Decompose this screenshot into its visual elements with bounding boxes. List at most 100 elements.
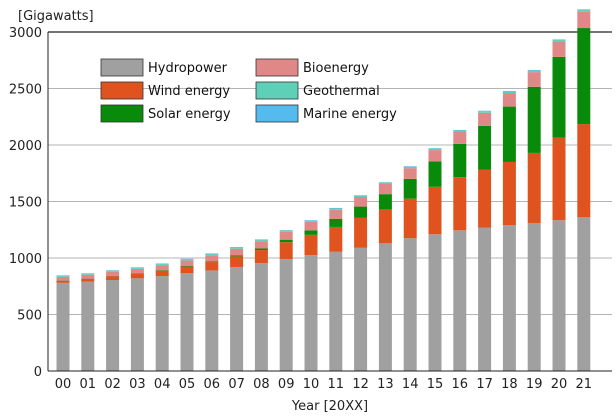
- bar-segment: [180, 260, 194, 267]
- bar-segment: [403, 166, 417, 167]
- bar-segment: [304, 221, 318, 231]
- bar-segment: [403, 168, 417, 179]
- bar-segment: [230, 247, 244, 249]
- x-tick-label: 17: [476, 377, 493, 392]
- x-tick-label: 15: [427, 377, 444, 392]
- x-tick-label: 07: [228, 377, 245, 392]
- bar-segment: [354, 196, 368, 207]
- bar-segment: [453, 230, 467, 371]
- x-tick-label: 21: [576, 377, 593, 392]
- legend-swatch: [100, 58, 144, 77]
- bar-stacks: [56, 9, 591, 371]
- x-tick-label: 10: [303, 377, 320, 392]
- bar-segment: [130, 273, 144, 274]
- legend-label: Marine energy: [303, 107, 397, 122]
- bar-segment: [56, 275, 70, 277]
- bar-segment: [527, 69, 541, 71]
- bar-segment: [130, 268, 144, 274]
- bar-segment: [378, 182, 392, 183]
- x-tick-label: 04: [154, 377, 171, 392]
- legend-label: Bioenergy: [303, 61, 369, 76]
- x-tick-label: 14: [402, 377, 419, 392]
- bar-segment: [403, 198, 417, 239]
- bar-segment: [205, 253, 219, 255]
- bar-segment: [254, 263, 268, 371]
- y-tick-label: 0: [34, 365, 42, 380]
- bar-segment: [155, 263, 169, 265]
- bar-segment: [56, 275, 70, 276]
- y-tick-label: 2500: [9, 83, 42, 98]
- bar-segment: [304, 255, 318, 371]
- bar-segment: [180, 259, 194, 261]
- y-tick-label: 3000: [9, 26, 42, 41]
- bar-segment: [230, 248, 244, 256]
- bar-segment: [56, 282, 70, 371]
- bar-segment: [106, 270, 120, 272]
- bar-segment: [155, 264, 169, 266]
- bar-segment: [180, 258, 194, 260]
- bar-segment: [329, 251, 343, 371]
- bar-segment: [577, 9, 591, 10]
- bar-segment: [329, 218, 343, 227]
- bar-segment: [279, 230, 293, 232]
- x-tick-label: 11: [328, 377, 345, 392]
- bar-segment: [428, 234, 442, 371]
- y-tick-label: 1000: [9, 252, 42, 267]
- legend-label: Geothermal: [303, 84, 380, 99]
- bar-segment: [552, 56, 566, 138]
- bar-segment: [205, 270, 219, 371]
- bar-segment: [453, 130, 467, 133]
- x-tick-label: 18: [501, 377, 518, 392]
- bar-segment: [354, 206, 368, 218]
- bar-segment: [428, 150, 442, 162]
- bar-segment: [527, 72, 541, 87]
- bar-segment: [552, 220, 566, 371]
- y-tick-label: 1500: [9, 196, 42, 211]
- bar-segment: [378, 243, 392, 371]
- bar-segment: [478, 125, 492, 170]
- bar-segment: [354, 195, 368, 197]
- x-tick-label: 05: [179, 377, 196, 392]
- bar-segment: [354, 195, 368, 196]
- bar-segment: [254, 241, 268, 249]
- bar-segment: [428, 148, 442, 149]
- bar-segment: [428, 186, 442, 235]
- bar-segment: [180, 266, 194, 274]
- y-axis-title: [Gigawatts]: [18, 9, 94, 24]
- bar-segment: [81, 273, 95, 274]
- bar-segment: [81, 274, 95, 279]
- bar-segment: [329, 208, 343, 210]
- y-tick-labels: 0 500 1000 1500 2000 2500 3000: [9, 26, 42, 380]
- bar-segment: [527, 222, 541, 371]
- bar-segment: [230, 247, 244, 248]
- bar-segment: [205, 262, 219, 271]
- bar-segment: [304, 220, 318, 222]
- bar-segment: [205, 255, 219, 262]
- bar-segment: [205, 254, 219, 256]
- axes: [47, 32, 612, 372]
- legend-label: Solar energy: [148, 107, 231, 122]
- x-tick-label: 20: [551, 377, 568, 392]
- x-tick-label: 08: [253, 377, 270, 392]
- bar-segment: [106, 276, 120, 281]
- bar-segment: [130, 267, 144, 268]
- legend-swatch: [255, 58, 299, 77]
- bar-segment: [180, 265, 194, 267]
- legend-swatch: [100, 81, 144, 100]
- bar-segment: [478, 227, 492, 371]
- bar-segment: [279, 239, 293, 243]
- bar-segment: [552, 137, 566, 221]
- bar-segment: [502, 161, 516, 226]
- bar-segment: [527, 70, 541, 73]
- legend-swatch: [255, 81, 299, 100]
- bar-segment: [304, 220, 318, 221]
- bar-segment: [155, 270, 169, 271]
- bar-segment: [378, 182, 392, 184]
- bar-segment: [279, 231, 293, 240]
- bar-segment: [329, 207, 343, 209]
- bar-segment: [155, 270, 169, 277]
- bar-segment: [106, 271, 120, 277]
- bar-segment: [403, 178, 417, 199]
- x-axis-title: Year [20XX]: [291, 399, 368, 414]
- bar-segment: [428, 161, 442, 187]
